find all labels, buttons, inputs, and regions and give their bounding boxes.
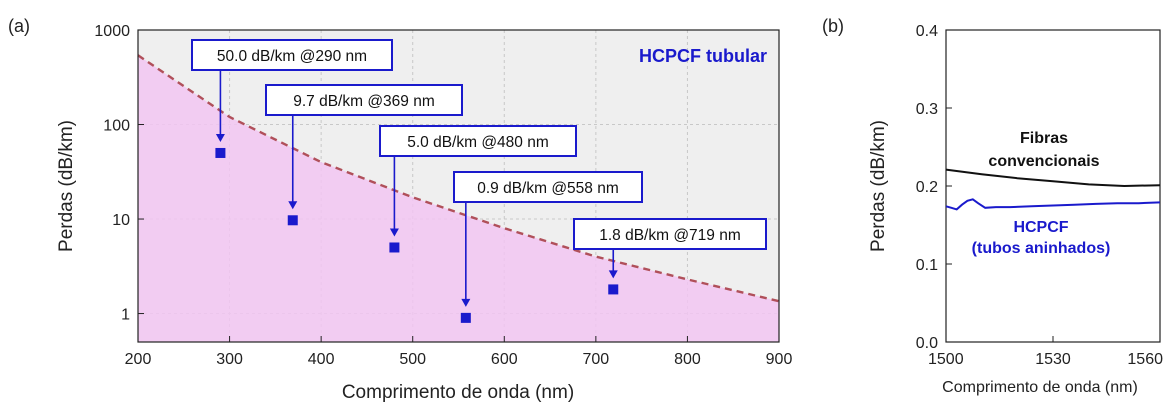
panel-a-label: (a)	[8, 16, 30, 36]
panel-a-annotation-arrowhead-4	[608, 270, 618, 279]
panel-a-annotation-2: 5.0 dB/km @480 nm	[379, 125, 577, 237]
panel-a-annotation-arrowhead-1	[288, 201, 298, 210]
panel-b: (b) 1500 1530 1560 0.0 0.1 0.2 0.3 0.4 Fibras co…	[822, 16, 1163, 396]
panel-b-series-line-1	[945, 198, 1161, 211]
panel-a-annotation-arrowhead-2	[389, 228, 399, 237]
panel-a-annotation-box-4	[573, 218, 767, 250]
panel-a-data-point-3	[460, 312, 471, 323]
panel-a-plot-frame	[137, 29, 780, 343]
panel-a-annotation-text-2: 5.0 dB/km @480 nm	[407, 134, 549, 151]
panel-b-y-tick-label-3: 0.3	[916, 101, 938, 118]
panel-a-data-point-1	[287, 215, 298, 226]
panel-b-x-tick-label-1: 1530	[1035, 351, 1071, 368]
panel-b-y-tick-label-4: 0.4	[916, 23, 938, 40]
panel-a-data-point-0	[215, 147, 226, 158]
panel-b-series-label-1-line-0: HCPCF	[1013, 219, 1068, 236]
panel-a-annotation-box-2	[379, 125, 577, 157]
panel-a-annotation-box-3	[453, 171, 643, 203]
panel-b-x-axis-label: Comprimento de onda (nm)	[942, 379, 1138, 396]
panel-a-annotation-text-1: 9.7 dB/km @369 nm	[293, 93, 435, 110]
panel-a-annotation-box-1	[265, 84, 463, 116]
panel-b-x-tick-label-2: 1560	[1127, 351, 1163, 368]
panel-b-x-tick-label-0: 1500	[928, 351, 964, 368]
panel-a-annotation-text-0: 50.0 dB/km @290 nm	[217, 48, 367, 65]
panel-a-annotation-0: 50.0 dB/km @290 nm	[191, 39, 393, 142]
panel-b-y-tick-label-0: 0.0	[916, 335, 938, 352]
panel-a-data-point-4	[608, 284, 619, 295]
panel-a-annotation-text-4: 1.8 dB/km @719 nm	[599, 227, 741, 244]
panel-b-series-line-0	[945, 168, 1161, 188]
panel-a-annotation-arrowhead-0	[215, 133, 225, 142]
panel-a-x-tick-label-1: 300	[216, 351, 243, 368]
panel-a-data-point-2	[389, 242, 400, 253]
panel-a-annotation-box-0	[191, 39, 393, 71]
panel-a-annotation-3: 0.9 dB/km @558 nm	[453, 171, 643, 307]
panel-a-dashed-curve	[137, 54, 780, 303]
panel-a-y-tick-label-1: 10	[112, 212, 130, 229]
panel-a-x-tick-label-5: 700	[583, 351, 610, 368]
panel-b-label: (b)	[822, 16, 844, 36]
panel-b-y-tick-label-1: 0.1	[916, 257, 938, 274]
panel-a-x-tick-label-4: 600	[491, 351, 518, 368]
panel-a-x-tick-label-7: 900	[766, 351, 793, 368]
panel-a-series-title: HCPCF tubular	[639, 46, 767, 66]
panel-a-x-axis-label: Comprimento de onda (nm)	[342, 382, 574, 403]
panel-b-series-label-0-line-1: convencionais	[988, 153, 1099, 170]
panel-a-y-axis-label: Perdas (dB/km)	[56, 120, 77, 252]
panel-a-x-tick-label-6: 800	[674, 351, 701, 368]
panel-b-series-label-1-line-1: (tubos aninhados)	[972, 240, 1111, 257]
panel-a-area-fill	[138, 55, 779, 343]
panel-a-y-tick-label-0: 1	[121, 307, 130, 324]
panel-a-annotation-1: 9.7 dB/km @369 nm	[265, 84, 463, 210]
panel-a-annotation-text-3: 0.9 dB/km @558 nm	[477, 180, 619, 197]
panel-b-y-axis-label: Perdas (dB/km)	[868, 120, 889, 252]
panel-a-y-tick-label-2: 100	[103, 118, 130, 135]
panel-a-y-tick-label-3: 1000	[94, 23, 130, 40]
panel-a-annotation-4: 1.8 dB/km @719 nm	[573, 218, 767, 279]
panel-a-x-tick-label-3: 500	[399, 351, 426, 368]
panel-b-series-label-0-line-0: Fibras	[1020, 130, 1068, 147]
panel-a-x-tick-label-0: 200	[125, 351, 152, 368]
panel-b-y-tick-label-2: 0.2	[916, 179, 938, 196]
panel-a-x-tick-label-2: 400	[308, 351, 335, 368]
panel-a: (a) 200 300 400 500 600 700 800 900 1 10 100 1000 5…	[8, 16, 792, 403]
panel-a-annotation-arrowhead-3	[461, 298, 471, 307]
